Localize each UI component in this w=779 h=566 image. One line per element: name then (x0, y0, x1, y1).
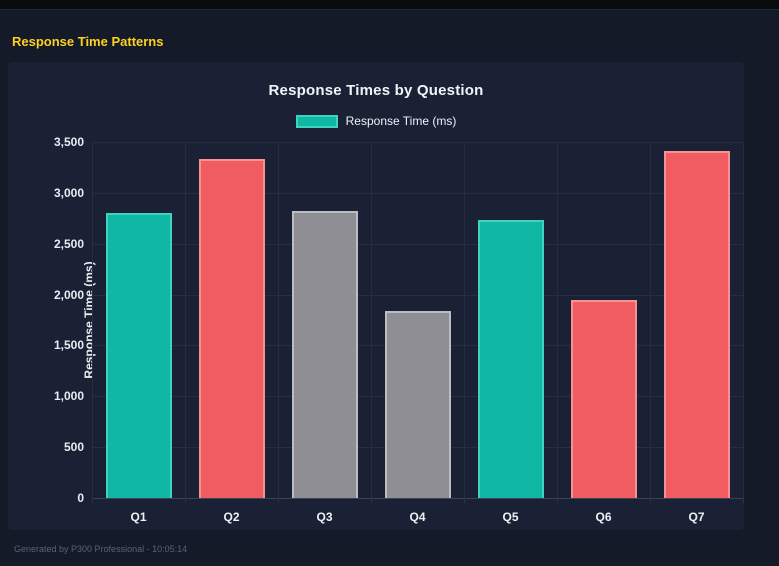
x-tick-label-q7: Q7 (688, 510, 705, 524)
y-tick-label-3500: 3,500 (53, 135, 84, 149)
legend-label: Response Time (ms) (345, 114, 457, 128)
legend-swatch (295, 114, 338, 128)
gridline-v-3 (371, 142, 372, 504)
gridline-v-0 (92, 142, 93, 504)
gridline-v-4 (464, 142, 465, 504)
gridline-h-0 (92, 498, 743, 499)
top-bar (0, 0, 779, 10)
footer-status-text: Generated by P300 Professional - 10:05:1… (14, 544, 188, 554)
bar-q3[interactable] (291, 211, 358, 498)
gridline-v-5 (557, 142, 558, 504)
x-tick-label-q6: Q6 (595, 510, 612, 524)
bar-q6[interactable] (570, 300, 637, 498)
chart-panel: Response Times by Question Response Time… (8, 62, 744, 530)
gridline-h-2000 (92, 294, 743, 296)
chart-title: Response Times by Question (268, 82, 484, 99)
chart-legend[interactable]: Response Time (ms) (8, 112, 744, 130)
gridline-h-2500 (92, 243, 743, 245)
y-tick-label-2000: 2,000 (53, 287, 84, 302)
gridline-h-3500 (92, 142, 743, 143)
gridline-v-2 (278, 142, 279, 504)
bar-q5[interactable] (477, 220, 544, 498)
gridline-v-6 (650, 142, 651, 504)
bar-q2[interactable] (198, 159, 265, 498)
page-title: Response Time Patterns (12, 34, 164, 49)
gridline-h-3000 (92, 192, 743, 194)
gridline-v-7 (743, 142, 744, 504)
bar-q1[interactable] (105, 213, 172, 498)
gridline-v-1 (185, 142, 186, 504)
y-tick-label-0: 0 (77, 491, 84, 505)
y-tick-label-1000: 1,000 (53, 389, 84, 404)
y-axis-title: Response Time (ms) (82, 261, 96, 379)
bar-q7[interactable] (663, 151, 730, 498)
y-tick-label-500: 500 (63, 440, 84, 455)
y-tick-label-1500: 1,500 (53, 338, 84, 353)
x-tick-label-q1: Q1 (130, 510, 147, 524)
x-tick-label-q2: Q2 (223, 510, 240, 524)
x-tick-label-q3: Q3 (316, 510, 333, 524)
x-tick-label-q5: Q5 (502, 510, 519, 524)
y-tick-label-2500: 2,500 (53, 236, 84, 251)
bar-chart-plot-area: Response Time (ms) 0 500 1,000 1,500 2,000 2,… (54, 136, 744, 524)
x-tick-label-q4: Q4 (409, 510, 426, 524)
y-tick-label-3000: 3,000 (53, 185, 84, 200)
bar-q4[interactable] (384, 311, 451, 498)
